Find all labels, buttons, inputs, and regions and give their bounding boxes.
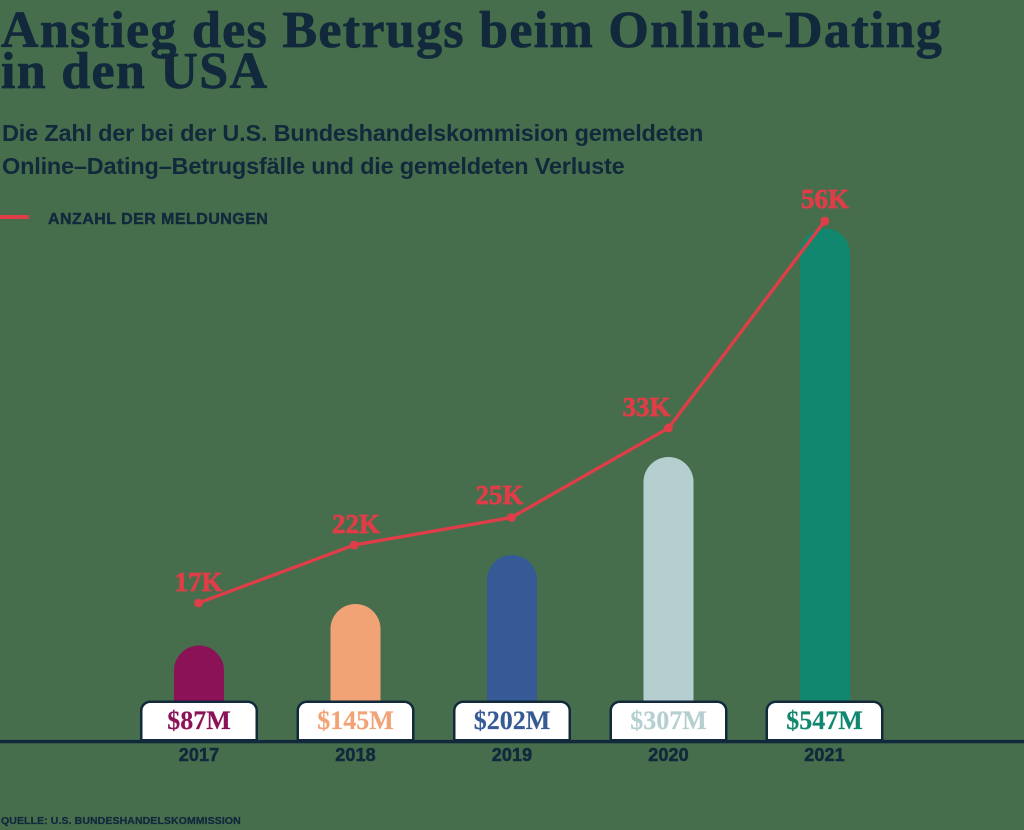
- svg-text:2019: 2019: [492, 745, 532, 765]
- svg-text:22K: 22K: [332, 509, 380, 539]
- svg-text:$307M: $307M: [630, 706, 707, 735]
- svg-text:$87M: $87M: [167, 706, 231, 735]
- svg-text:33K: 33K: [622, 392, 670, 422]
- svg-text:$547M: $547M: [786, 706, 863, 735]
- svg-text:2020: 2020: [648, 745, 688, 765]
- svg-text:$145M: $145M: [317, 706, 394, 735]
- svg-text:56K: 56K: [801, 184, 849, 214]
- svg-text:2018: 2018: [335, 745, 375, 765]
- svg-text:2017: 2017: [179, 745, 219, 765]
- svg-text:2021: 2021: [804, 745, 844, 765]
- svg-text:$202M: $202M: [474, 706, 551, 735]
- svg-text:17K: 17K: [174, 567, 222, 597]
- svg-text:25K: 25K: [475, 480, 523, 510]
